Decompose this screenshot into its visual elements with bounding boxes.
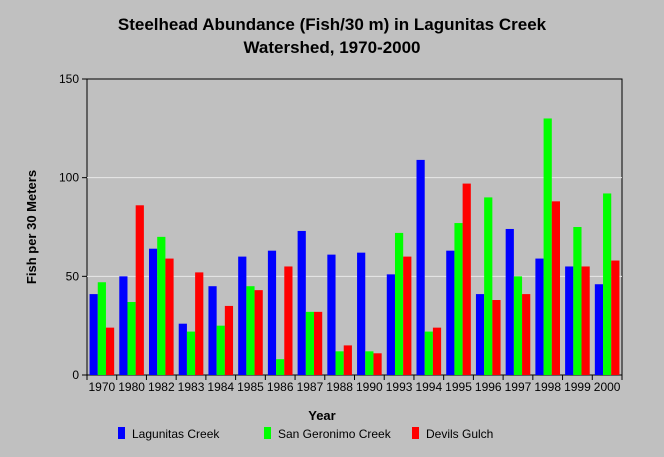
bar — [603, 193, 612, 375]
x-tick-label: 1995 — [445, 380, 472, 394]
legend-label: San Geronimo Creek — [278, 427, 392, 441]
bar — [424, 331, 433, 375]
bar — [335, 351, 344, 375]
bar — [119, 276, 128, 375]
y-axis-label: Fish per 30 Meters — [24, 170, 39, 284]
x-axis-ticks: 1970 1980 1982 1983 1984 1985 1986 1987 1988 1990… — [86, 375, 623, 394]
bar — [165, 258, 174, 375]
bar — [454, 223, 463, 375]
bar — [276, 359, 285, 375]
x-tick-label: 1970 — [89, 380, 116, 394]
bar — [127, 301, 136, 375]
bar — [573, 227, 582, 375]
x-tick-label: 1988 — [326, 380, 353, 394]
x-tick-label: 1987 — [297, 380, 324, 394]
legend-label: Lagunitas Creek — [132, 427, 220, 441]
x-tick-label: 1994 — [415, 380, 442, 394]
x-tick-label: 1983 — [178, 380, 205, 394]
y-tick-label: 100 — [59, 171, 79, 185]
bar — [475, 294, 485, 375]
bar — [416, 159, 425, 375]
bar — [186, 331, 196, 375]
bar — [254, 290, 263, 375]
bar — [446, 250, 455, 375]
bar — [284, 266, 293, 375]
bar — [462, 183, 471, 375]
bar — [432, 327, 442, 375]
bar — [224, 305, 234, 375]
x-tick-label: 1984 — [207, 380, 234, 394]
bar — [314, 311, 323, 375]
y-tick-label: 150 — [59, 72, 79, 86]
x-tick-label: 1997 — [505, 380, 532, 394]
x-tick-label: 2000 — [594, 380, 621, 394]
bar — [305, 311, 315, 375]
legend-swatch — [264, 427, 271, 439]
bar — [327, 254, 336, 375]
bar — [267, 250, 277, 375]
bar — [611, 260, 620, 375]
bar — [551, 201, 560, 375]
x-tick-label: 1998 — [534, 380, 561, 394]
y-tick-label: 50 — [66, 269, 80, 283]
bar — [343, 345, 352, 375]
bar — [484, 197, 493, 375]
x-tick-label: 1990 — [356, 380, 383, 394]
bar — [522, 294, 531, 375]
bar — [505, 228, 514, 375]
x-tick-label: 1993 — [386, 380, 413, 394]
x-tick-label: 1996 — [475, 380, 502, 394]
bar — [535, 258, 544, 375]
bar — [97, 282, 106, 375]
bar — [238, 256, 247, 375]
bar — [216, 325, 225, 375]
bar — [594, 284, 604, 375]
grid-lines — [87, 177, 622, 277]
bars — [89, 118, 620, 375]
bar — [89, 294, 98, 375]
bar — [149, 248, 158, 375]
bar — [157, 236, 166, 375]
x-tick-label: 1985 — [237, 380, 264, 394]
bar — [246, 286, 255, 375]
y-axis-ticks: 0 50 100 150 — [59, 72, 87, 382]
legend: Lagunitas Creek San Geronimo Creek Devils … — [118, 427, 493, 441]
bar — [373, 353, 382, 375]
bar — [394, 232, 404, 375]
chart-title-line-2: Watershed, 1970-2000 — [243, 38, 420, 57]
bar — [492, 300, 501, 375]
bar — [297, 230, 306, 375]
bar — [543, 118, 552, 375]
y-tick-label: 0 — [72, 368, 79, 382]
bar — [135, 205, 144, 375]
bar — [365, 351, 374, 375]
bar — [581, 266, 590, 375]
bar — [565, 266, 574, 375]
bar — [208, 286, 217, 375]
plot-area — [86, 78, 623, 376]
bar — [195, 272, 204, 375]
x-tick-label: 1999 — [564, 380, 591, 394]
legend-swatch — [118, 427, 125, 439]
x-axis-label: Year — [308, 408, 335, 423]
bar — [386, 274, 395, 375]
bar — [178, 323, 187, 375]
bar — [403, 256, 412, 375]
bar — [513, 276, 523, 375]
bar — [357, 252, 366, 375]
x-tick-label: 1980 — [118, 380, 145, 394]
x-tick-label: 1982 — [148, 380, 175, 394]
x-tick-label: 1986 — [267, 380, 294, 394]
legend-swatch — [412, 427, 419, 439]
chart-title-line-1: Steelhead Abundance (Fish/30 m) in Lagun… — [118, 15, 547, 34]
bar — [105, 327, 115, 375]
legend-label: Devils Gulch — [426, 427, 493, 441]
